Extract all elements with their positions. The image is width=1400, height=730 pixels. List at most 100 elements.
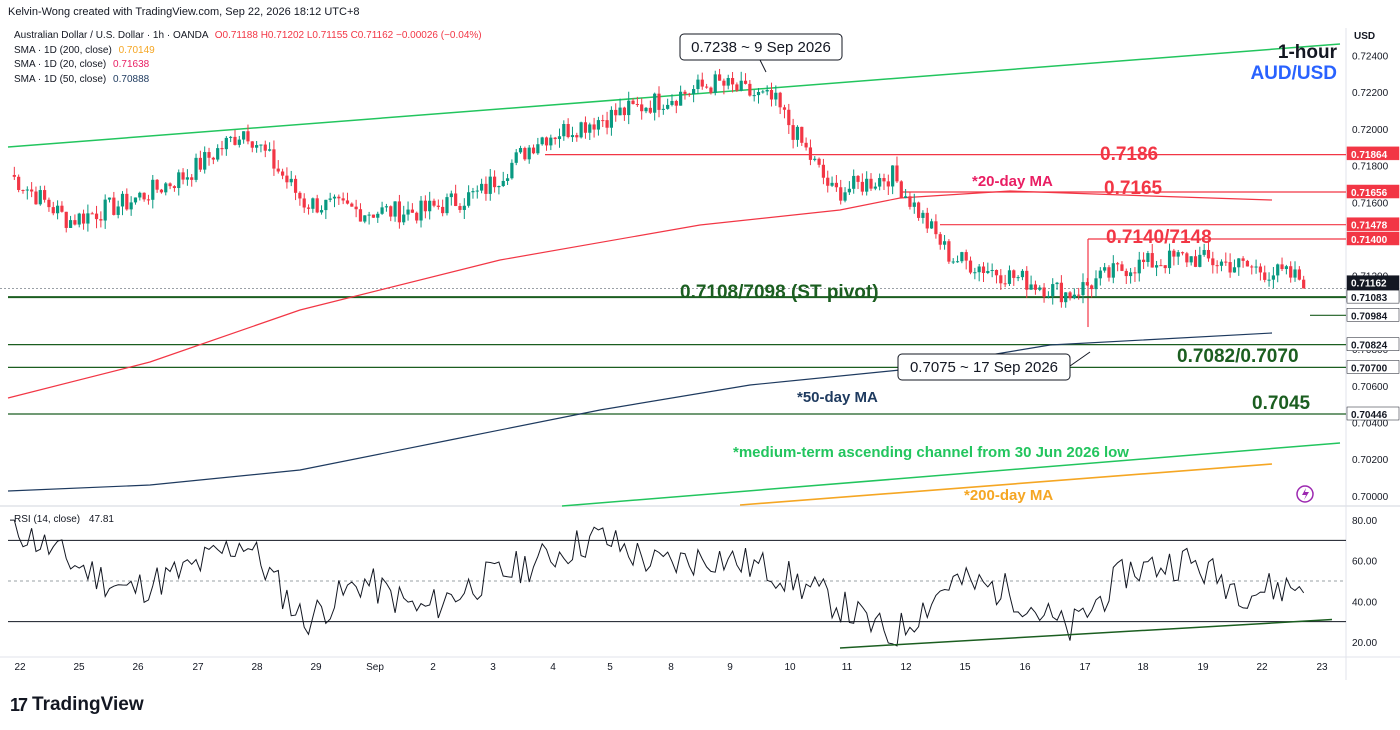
- candle-body: [947, 241, 951, 262]
- candle-body: [1198, 254, 1202, 267]
- candle-body: [1042, 287, 1046, 297]
- candle-body: [614, 109, 618, 116]
- pivot-label: 0.7108/7098 (ST pivot): [680, 282, 879, 303]
- chart-credit: Kelvin-Wong created with TradingView.com…: [8, 6, 360, 18]
- price-tick-label: 0.70400: [1352, 418, 1389, 429]
- candle-body: [181, 172, 185, 180]
- tradingview-logo-icon: 17: [10, 694, 28, 715]
- brand-name: TradingView: [32, 694, 144, 715]
- candle-body: [1020, 270, 1025, 278]
- legend-sma200-row[interactable]: SMA · 1D (200, close) 0.70149: [14, 44, 482, 59]
- candle-body: [674, 100, 678, 106]
- candle-body: [1055, 282, 1059, 285]
- resistance-label-3: 0.7140/7148: [1106, 227, 1212, 248]
- candle-body: [185, 177, 189, 180]
- sma200-annotation: *200-day MA: [964, 487, 1053, 504]
- candle-body: [1176, 252, 1180, 257]
- candle-body: [220, 148, 224, 150]
- candle-body: [25, 189, 29, 191]
- candle-body: [687, 93, 691, 95]
- candle-body: [1051, 284, 1055, 296]
- legend-sma20-label: SMA · 1D (20, close): [14, 59, 107, 70]
- candle-body: [432, 200, 436, 206]
- candle-body: [1150, 253, 1154, 268]
- candle-body: [341, 198, 345, 201]
- candle-body: [380, 207, 384, 214]
- price-axis-badge: [1346, 184, 1400, 199]
- candle-body: [756, 91, 761, 96]
- candle-body: [934, 221, 938, 235]
- candle-body: [1206, 249, 1211, 259]
- candle-body: [1159, 265, 1163, 267]
- candle-body: [259, 144, 263, 146]
- candle-body: [363, 215, 367, 222]
- time-tick-label: 22: [14, 662, 26, 673]
- candle-body: [324, 199, 328, 211]
- rsi-label: RSI (14, close): [14, 514, 81, 525]
- candle-body: [397, 201, 401, 223]
- price-axis-badge-text: 0.71478: [1351, 221, 1388, 232]
- candle-body: [99, 219, 103, 221]
- candle-body: [912, 202, 916, 207]
- candle-body: [955, 261, 960, 263]
- candle-body: [337, 196, 341, 199]
- candle-body: [1025, 270, 1029, 290]
- candle-body: [406, 209, 410, 215]
- candle-body: [345, 200, 350, 204]
- candle-body: [1003, 283, 1007, 285]
- time-tick-label: 19: [1197, 662, 1209, 673]
- candle-body: [103, 199, 107, 221]
- candle-body: [1133, 272, 1137, 274]
- legend-sma20-row[interactable]: SMA · 1D (20, close) 0.71638: [14, 58, 482, 73]
- candle-body: [679, 91, 683, 106]
- candle-body: [704, 86, 709, 88]
- candle-body: [1090, 285, 1094, 290]
- candle-body: [332, 196, 337, 199]
- candle-body: [795, 126, 800, 140]
- candle-body: [518, 148, 523, 153]
- candle-body: [605, 120, 609, 128]
- candle-body: [852, 175, 856, 189]
- candle-body: [302, 198, 306, 208]
- candle-body: [640, 104, 644, 112]
- time-tick-label: 3: [490, 662, 496, 673]
- legend-ohlc: O0.71188 H0.71202 L0.71155 C0.71162 −0.0…: [214, 30, 482, 41]
- rsi-legend[interactable]: RSI (14, close) 47.81: [14, 514, 114, 525]
- candle-body: [994, 269, 999, 276]
- candle-body: [168, 183, 172, 187]
- candle-body: [562, 124, 566, 137]
- candle-body: [1254, 266, 1258, 268]
- legend-sma50-row[interactable]: SMA · 1D (50, close) 0.70888: [14, 73, 482, 88]
- candle-body: [488, 176, 492, 194]
- candle-body: [523, 148, 527, 160]
- candle-body: [1116, 263, 1120, 265]
- candle-body: [925, 212, 929, 229]
- price-axis-badge-text: 0.71656: [1351, 188, 1388, 199]
- rsi-tick-label: 80.00: [1352, 516, 1377, 527]
- currency-label[interactable]: USD: [1354, 31, 1376, 42]
- candle-body: [549, 137, 553, 146]
- price-tick-label: 0.72400: [1352, 52, 1389, 63]
- candle-body: [1072, 294, 1076, 299]
- candle-body: [1280, 264, 1284, 270]
- candle-body: [627, 100, 631, 116]
- candle-body: [1172, 250, 1176, 257]
- price-axis-badge-text: 0.71400: [1351, 235, 1388, 246]
- chart-annotations: 0.7238 ~ 9 Sep 2026 0.7075 ~ 17 Sep 2026 0…: [679, 33, 1314, 504]
- candle-body: [441, 206, 445, 214]
- pair-title: AUD/USD: [1250, 63, 1337, 84]
- tradingview-brand[interactable]: 17 TradingView: [10, 694, 144, 716]
- low-callout-box: [897, 353, 1071, 381]
- time-tick-label: 26: [132, 662, 144, 673]
- candle-body: [748, 83, 752, 96]
- candle-body: [540, 137, 544, 145]
- candle-body: [929, 221, 934, 229]
- candle-body: [726, 78, 730, 86]
- time-tick-label: 22: [1256, 662, 1268, 673]
- candle-body: [393, 201, 397, 217]
- time-tick-label: 28: [251, 662, 263, 673]
- candle-body: [64, 211, 68, 228]
- candle-body: [1059, 282, 1063, 303]
- high-callout-pointer: [759, 59, 767, 73]
